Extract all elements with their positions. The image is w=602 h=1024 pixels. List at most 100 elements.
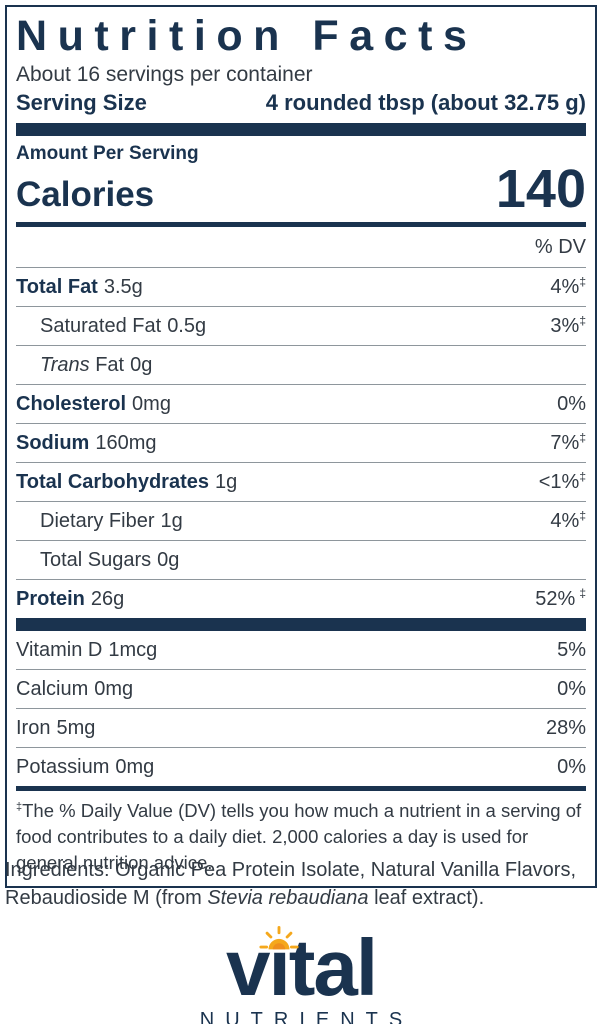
nutrient-amount: 1mcg xyxy=(108,638,158,661)
nutrient-name: Protein 26g xyxy=(16,588,124,611)
nutrient-name-italic: Trans xyxy=(40,353,90,376)
nutrient-name: Total Sugars 0g xyxy=(40,549,179,572)
nutrient-name: Cholesterol 0mg xyxy=(16,393,171,416)
footnote-text: The % Daily Value (DV) tells you how muc… xyxy=(16,799,582,874)
nutrient-row-sodium: Sodium 160mg 7%‡ xyxy=(16,424,586,463)
nutrient-amount: 160mg xyxy=(95,431,157,454)
medium-divider-bar xyxy=(16,221,586,227)
nutrient-amount: 1g xyxy=(215,470,238,493)
daily-value: 4%‡ xyxy=(550,508,586,533)
footnote-symbol: ‡ xyxy=(16,800,23,813)
serving-size-row: Serving Size 4 rounded tbsp (about 32.75… xyxy=(16,90,586,116)
dagger-superscript: ‡ xyxy=(579,313,586,328)
nutrient-name-text: Dietary Fiber xyxy=(40,509,155,532)
nutrient-row-potassium: Potassium 0mg 0% xyxy=(16,748,586,786)
daily-value: 7%‡ xyxy=(550,430,586,455)
nutrient-name-text: Vitamin D xyxy=(16,638,103,661)
nutrient-name: Saturated Fat 0.5g xyxy=(40,315,206,338)
daily-value-text: 4% xyxy=(550,509,580,532)
dagger-superscript: ‡ xyxy=(579,586,586,601)
dagger-superscript: ‡ xyxy=(579,430,586,445)
daily-value: 5% xyxy=(557,639,586,662)
dv-column-header: % DV xyxy=(16,227,586,268)
nutrient-row-trans-fat: Trans Fat 0g xyxy=(16,346,586,385)
amount-per-serving-label: Amount Per Serving xyxy=(16,143,199,165)
dagger-superscript: ‡ xyxy=(579,469,586,484)
daily-value-text: 28% xyxy=(545,716,586,739)
nutrient-name: Calcium 0mg xyxy=(16,678,133,701)
nutrient-amount: 0.5g xyxy=(167,314,207,337)
nutrient-amount: 1g xyxy=(160,509,183,532)
serving-size-value: 4 rounded tbsp (about 32.75 g) xyxy=(265,90,586,116)
nutrient-name: Trans Fat 0g xyxy=(40,354,152,377)
nutrient-row-iron: Iron 5mg 28% xyxy=(16,709,586,748)
nutrient-amount: 0g xyxy=(130,353,153,376)
nutrient-amount: 5mg xyxy=(56,716,96,739)
nutrient-name: Total Carbohydrates 1g xyxy=(16,471,237,494)
daily-value: 4%‡ xyxy=(550,274,586,299)
daily-value-text: <1% xyxy=(538,470,580,493)
ingredients-before-italic: Ingredients: Organic Pea Protein Isolate… xyxy=(5,859,577,909)
nutrient-name-bold: Protein xyxy=(16,587,85,610)
nutrient-amount: 0g xyxy=(157,548,180,571)
nutrient-amount: 0mg xyxy=(115,755,155,778)
nutrient-name: Dietary Fiber 1g xyxy=(40,510,183,533)
servings-per-container: About 16 servings per container xyxy=(16,63,313,87)
dagger-superscript: ‡ xyxy=(579,508,586,523)
serving-size-label: Serving Size xyxy=(16,90,147,116)
nutrient-row-total-sugars: Total Sugars 0g xyxy=(16,541,586,580)
daily-value: 28% xyxy=(546,717,586,740)
nutrient-amount: 3.5g xyxy=(103,275,143,298)
brand-word-i: ı xyxy=(258,926,299,1008)
brand-word-after-i: tal xyxy=(288,923,378,1012)
daily-value-text: 0% xyxy=(557,755,586,778)
daily-value-text: 3% xyxy=(550,314,580,337)
nutrient-row-total-fat: Total Fat 3.5g 4%‡ xyxy=(16,268,586,307)
nutrient-row-calcium: Calcium 0mg 0% xyxy=(16,670,586,709)
nutrient-name-text: Fat xyxy=(95,353,125,376)
daily-value: 0% xyxy=(557,393,586,416)
daily-value: <1%‡ xyxy=(538,469,586,494)
nutrient-amount: 0mg xyxy=(94,677,134,700)
nutrient-row-cholesterol: Cholesterol 0mg 0% xyxy=(16,385,586,424)
calories-value: 140 xyxy=(495,159,586,220)
nutrient-name: Vitamin D 1mcg xyxy=(16,639,157,662)
thick-divider-bar xyxy=(16,123,586,137)
ingredients-italic-species: Stevia rebaudiana xyxy=(207,887,369,909)
nutrient-name-bold: Sodium xyxy=(16,431,90,454)
dagger-superscript: ‡ xyxy=(579,274,586,289)
daily-value: 3%‡ xyxy=(550,313,586,338)
nutrient-name-bold: Total Carbohydrates xyxy=(16,470,209,493)
daily-value-text: 4% xyxy=(550,275,580,298)
nutrient-name-text: Saturated Fat xyxy=(40,314,162,337)
nutrient-row-saturated-fat: Saturated Fat 0.5g 3%‡ xyxy=(16,307,586,346)
brand-logo: v ıtal NUTRIENTS xyxy=(0,926,602,1024)
medium-divider-bar xyxy=(16,785,586,791)
nutrient-name: Potassium 0mg xyxy=(16,756,154,779)
calories-row: Calories 140 xyxy=(16,159,586,220)
daily-value-text: 5% xyxy=(557,638,586,661)
daily-value: 52% ‡ xyxy=(535,586,586,611)
daily-value: 0% xyxy=(557,678,586,701)
daily-value-text: 0% xyxy=(557,677,586,700)
nutrient-name: Iron 5mg xyxy=(16,717,95,740)
footnote: ‡The % Daily Value (DV) tells you how mu… xyxy=(16,791,586,877)
nutrition-facts-label: Nutrition Facts About 16 servings per co… xyxy=(5,5,597,888)
nutrient-name: Sodium 160mg xyxy=(16,432,157,455)
nutrient-name-bold: Cholesterol xyxy=(16,392,127,415)
daily-value-text: 52% xyxy=(535,587,576,610)
calories-label: Calories xyxy=(16,174,155,214)
thick-divider-bar xyxy=(16,617,586,631)
nutrient-amount: 26g xyxy=(90,587,125,610)
nutrient-name: Total Fat 3.5g xyxy=(16,276,143,299)
nutrient-name-text: Iron xyxy=(16,716,51,739)
nutrient-row-vitamin-d: Vitamin D 1mcg 5% xyxy=(16,631,586,670)
ingredients-after-italic: leaf extract). xyxy=(368,887,485,909)
nutrient-name-text: Calcium xyxy=(16,677,89,700)
sun-icon xyxy=(258,926,299,950)
label-title: Nutrition Facts xyxy=(16,12,478,60)
daily-value-text: 0% xyxy=(557,392,586,415)
daily-value-text: 7% xyxy=(550,431,580,454)
nutrient-amount: 0mg xyxy=(132,392,171,415)
